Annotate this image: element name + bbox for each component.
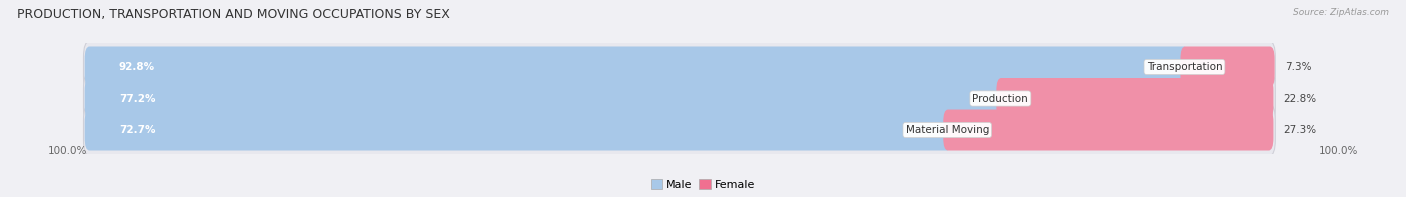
FancyBboxPatch shape	[84, 110, 952, 151]
Text: 72.7%: 72.7%	[120, 125, 156, 135]
Text: 92.8%: 92.8%	[120, 62, 155, 72]
Text: 77.2%: 77.2%	[120, 94, 156, 103]
Text: 7.3%: 7.3%	[1285, 62, 1312, 72]
Text: 27.3%: 27.3%	[1284, 125, 1316, 135]
FancyBboxPatch shape	[84, 46, 1188, 87]
Text: 22.8%: 22.8%	[1284, 94, 1316, 103]
Legend: Male, Female: Male, Female	[647, 175, 759, 194]
FancyBboxPatch shape	[84, 78, 1004, 119]
Text: Production: Production	[973, 94, 1028, 103]
FancyBboxPatch shape	[997, 78, 1274, 119]
FancyBboxPatch shape	[943, 110, 1274, 151]
Text: 100.0%: 100.0%	[48, 146, 87, 155]
Text: Material Moving: Material Moving	[905, 125, 988, 135]
Text: PRODUCTION, TRANSPORTATION AND MOVING OCCUPATIONS BY SEX: PRODUCTION, TRANSPORTATION AND MOVING OC…	[17, 8, 450, 21]
FancyBboxPatch shape	[83, 41, 1275, 93]
Text: Source: ZipAtlas.com: Source: ZipAtlas.com	[1294, 8, 1389, 17]
Text: Transportation: Transportation	[1147, 62, 1222, 72]
FancyBboxPatch shape	[83, 73, 1275, 124]
FancyBboxPatch shape	[1181, 46, 1275, 87]
Text: 100.0%: 100.0%	[1319, 146, 1358, 155]
FancyBboxPatch shape	[83, 104, 1275, 156]
